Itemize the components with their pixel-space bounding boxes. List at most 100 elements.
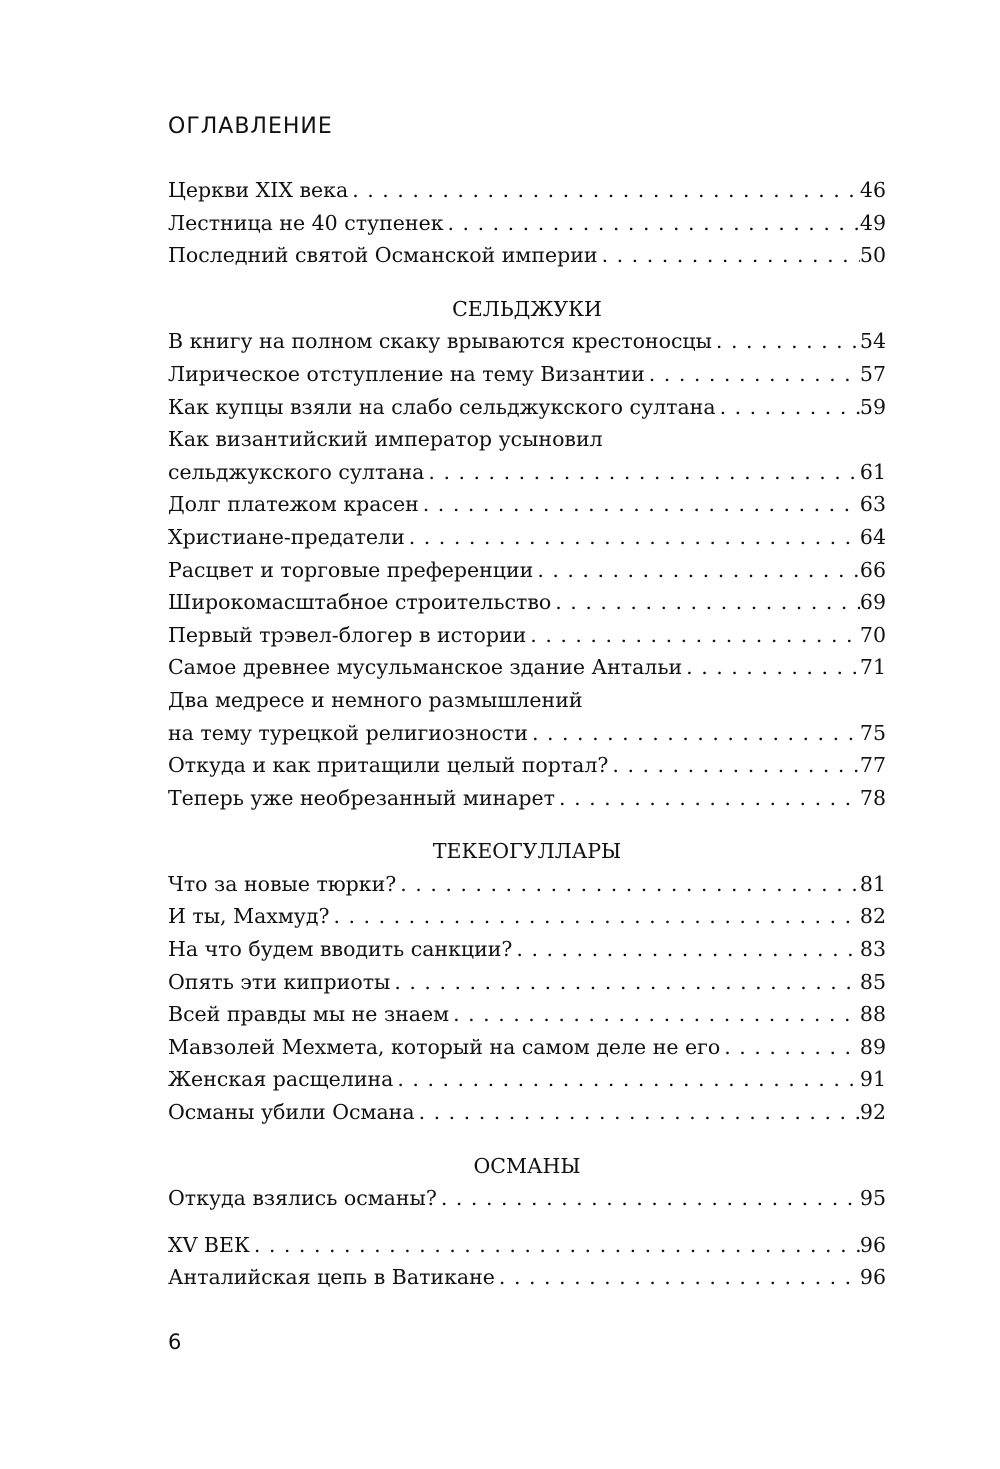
- toc-entry-page: 50: [859, 243, 886, 268]
- toc-entry[interactable]: И ты, Махмуд? 82: [168, 900, 886, 933]
- dot-leader: [449, 998, 860, 1031]
- dot-leader: [415, 1096, 860, 1129]
- toc-entry-page: 69: [859, 590, 886, 615]
- toc-entry-title: Долг платежом красен: [168, 492, 419, 517]
- toc-entry-title: Как византийский император усыновил: [168, 427, 603, 452]
- toc-entry[interactable]: Всей правды мы не знаем 88: [168, 998, 886, 1031]
- toc-entry[interactable]: Откуда и как притащили целый портал? 77: [168, 749, 886, 782]
- toc-entry-page: 83: [859, 937, 886, 962]
- toc-entry-page: 77: [859, 753, 886, 778]
- dot-leader: [645, 358, 860, 391]
- toc-entry-page: 75: [859, 720, 886, 745]
- page-number: 6: [168, 1330, 182, 1354]
- toc-entry-title: Что за новые тюрки?: [168, 871, 397, 896]
- toc-entry-page: 61: [859, 459, 886, 484]
- toc-entry-page: 63: [859, 492, 886, 517]
- toc-entry[interactable]: Первый трэвел-блогер в истории 70: [168, 619, 886, 652]
- dot-leader: [608, 749, 860, 782]
- toc-entry[interactable]: Долг платежом красен 63: [168, 488, 886, 521]
- toc-entry-page: 78: [859, 785, 886, 810]
- toc-entry[interactable]: Что за новые тюрки? 81: [168, 868, 886, 901]
- toc-entry[interactable]: XV ВЕК 96: [168, 1229, 886, 1262]
- toc-entry-page: 88: [859, 1002, 886, 1027]
- dot-leader: [444, 207, 860, 240]
- toc-entry[interactable]: Опять эти киприоты 85: [168, 966, 886, 999]
- toc-entry-title: Два медресе и немного размышлений: [168, 687, 583, 712]
- toc-entry-page: 85: [859, 969, 886, 994]
- toc-entry-page: 82: [859, 904, 886, 929]
- toc-entry[interactable]: Как византийский император усыновил сельд…: [168, 423, 886, 488]
- table-of-contents: Церкви XIX века 46 Лестница не 40 ступенек…: [168, 174, 886, 1294]
- toc-entry[interactable]: Османы убили Османа 92: [168, 1096, 886, 1129]
- toc-entry-title: Первый трэвел-блогер в истории: [168, 622, 527, 647]
- toc-entry-page: 54: [859, 329, 886, 354]
- toc-entry-page: 49: [859, 210, 886, 235]
- dot-leader: [348, 174, 860, 207]
- toc-entry-title: Анталийская цепь в Ватикане: [168, 1265, 495, 1290]
- toc-entry-title: Теперь уже необрезанный минарет: [168, 785, 556, 810]
- toc-entry-page: 64: [859, 524, 886, 549]
- toc-entry[interactable]: Последний святой Османской империи 50: [168, 239, 886, 272]
- dot-leader: [533, 554, 860, 587]
- toc-entry-title: Лестница не 40 ступенек: [168, 210, 444, 235]
- dot-leader: [528, 717, 860, 750]
- toc-entry[interactable]: Лестница не 40 ступенек 49: [168, 207, 886, 240]
- toc-entry-title: Христиане-предатели: [168, 524, 405, 549]
- dot-leader: [393, 1063, 860, 1096]
- page-title: ОГЛАВЛЕНИЕ: [168, 114, 333, 139]
- dot-leader: [551, 586, 860, 619]
- toc-entry-page: 91: [859, 1067, 886, 1092]
- section-heading: СЕЛЬДЖУКИ: [452, 296, 602, 321]
- dot-leader: [390, 966, 860, 999]
- dot-leader: [526, 619, 860, 652]
- toc-entry[interactable]: Как купцы взяли на слабо сельджукского с…: [168, 391, 886, 424]
- toc-entry-page: 70: [859, 622, 886, 647]
- toc-entry[interactable]: Широкомасштабное строительство 69: [168, 586, 886, 619]
- toc-entry-page: 95: [859, 1186, 886, 1211]
- toc-entry-title: сельджукского султана: [168, 459, 425, 484]
- toc-entry[interactable]: Мавзолей Мехмета, который на самом деле …: [168, 1031, 886, 1064]
- toc-entry[interactable]: В книгу на полном скаку врываются кресто…: [168, 325, 886, 358]
- toc-entry-title: Широкомасштабное строительство: [168, 590, 552, 615]
- toc-entry-title: XV ВЕК: [168, 1232, 250, 1257]
- dot-leader: [716, 391, 860, 424]
- toc-entry[interactable]: Христиане-предатели 64: [168, 521, 886, 554]
- toc-entry[interactable]: Два медресе и немного размышлений на тему…: [168, 684, 886, 749]
- toc-entry-page: 89: [859, 1034, 886, 1059]
- toc-entry[interactable]: Анталийская цепь в Ватикане 96: [168, 1261, 886, 1294]
- toc-entry-page: 96: [859, 1265, 886, 1290]
- toc-entry-title: В книгу на полном скаку врываются кресто…: [168, 329, 712, 354]
- toc-entry-page: 57: [859, 361, 886, 386]
- toc-entry-title: И ты, Махмуд?: [168, 904, 330, 929]
- toc-entry[interactable]: Теперь уже необрезанный минарет 78: [168, 782, 886, 815]
- dot-leader: [419, 488, 860, 521]
- dot-leader: [682, 651, 860, 684]
- dot-leader: [396, 868, 860, 901]
- dot-leader: [437, 1182, 860, 1215]
- toc-entry-page: 96: [859, 1232, 886, 1257]
- toc-entry[interactable]: Расцвет и торговые преференции 66: [168, 554, 886, 587]
- toc-entry[interactable]: На что будем вводить санкции? 83: [168, 933, 886, 966]
- toc-entry[interactable]: Откуда взялись османы? 95: [168, 1182, 886, 1215]
- toc-entry-title: Женская расщелина: [168, 1067, 394, 1092]
- dot-leader: [424, 456, 860, 489]
- section-heading: ОСМАНЫ: [473, 1153, 581, 1178]
- toc-entry-title: на тему турецкой религиозности: [168, 720, 528, 745]
- dot-leader: [598, 239, 860, 272]
- toc-entry-title: Последний святой Османской империи: [168, 243, 598, 268]
- dot-leader: [250, 1229, 860, 1262]
- dot-leader: [495, 1261, 860, 1294]
- dot-leader: [405, 521, 860, 554]
- dot-leader: [720, 1031, 860, 1064]
- toc-entry-page: 81: [859, 871, 886, 896]
- toc-entry-title: На что будем вводить санкции?: [168, 937, 513, 962]
- toc-entry[interactable]: Женская расщелина 91: [168, 1063, 886, 1096]
- dot-leader: [512, 933, 860, 966]
- dot-leader: [329, 900, 859, 933]
- toc-entry[interactable]: Церкви XIX века 46: [168, 174, 886, 207]
- toc-entry-page: 46: [859, 178, 886, 202]
- toc-entry-title: Лирическое отступление на тему Византии: [168, 361, 645, 386]
- toc-entry[interactable]: Лирическое отступление на тему Византии 5…: [168, 358, 886, 391]
- toc-entry[interactable]: Самое древнее мусульманское здание Антал…: [168, 651, 886, 684]
- toc-entry-title: Османы убили Османа: [168, 1100, 415, 1125]
